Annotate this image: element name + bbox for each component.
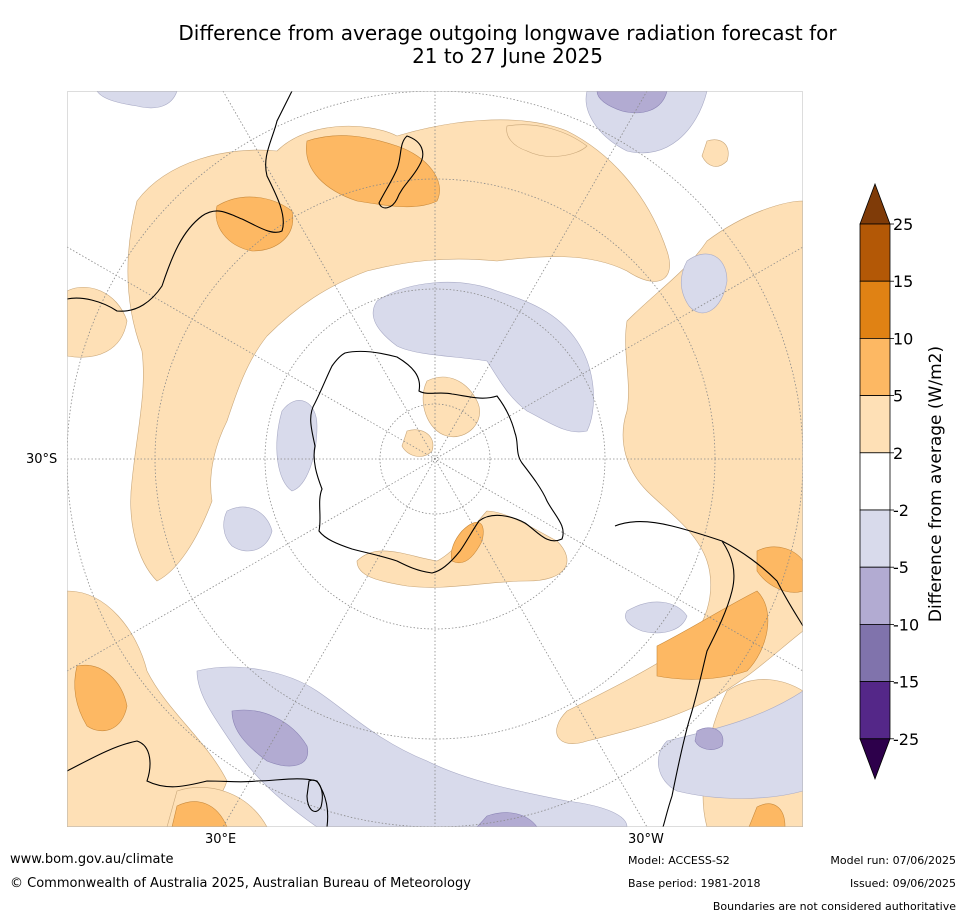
colorbar-segment — [859, 623, 891, 682]
colorbar-segment — [859, 337, 891, 396]
lon-label-30w: 30°W — [628, 832, 664, 847]
model-run-text: Model run: 07/06/2025 — [830, 854, 956, 867]
graticule — [67, 91, 803, 827]
colorbar-tick-label: 25 — [893, 215, 913, 234]
colorbar-title: Difference from average (W/m2) — [926, 345, 946, 623]
title-line-1: Difference from average outgoing longwav… — [178, 21, 837, 45]
colorbar-extend-top — [859, 182, 891, 225]
madagascar-coastline — [306, 779, 323, 812]
colorbar-canvas: 25 15 10 5 2 -2 -5 -10 -15 -25 — [859, 182, 919, 780]
colorbar-segment — [859, 509, 891, 568]
coastlines — [67, 91, 803, 827]
colorbar-segment — [859, 681, 891, 740]
model-text: Model: ACCESS-S2 — [628, 854, 730, 867]
colorbar-segment — [859, 223, 891, 282]
colorbar-tick-label: -2 — [893, 501, 909, 520]
australia-coastline — [67, 91, 293, 312]
latitude-circle-middle — [264, 288, 606, 630]
meridian-line — [67, 246, 803, 672]
colorbar-segment — [859, 566, 891, 625]
website-link[interactable]: www.bom.gov.au/climate — [10, 852, 174, 867]
polar-map[interactable] — [67, 91, 803, 827]
anomaly-negative-medium — [231, 91, 724, 827]
colorbar-extend-bottom — [859, 738, 891, 780]
lon-label-30e: 30°E — [205, 832, 237, 847]
south-america-east-coastline — [721, 540, 803, 627]
anomaly-positive-medium — [74, 135, 803, 827]
colorbar-tick-label: 5 — [893, 387, 903, 406]
colorbar-tick-label: -10 — [893, 615, 919, 634]
colorbar-tick-label: -5 — [893, 558, 909, 577]
lat-label-30s: 30°S — [26, 452, 58, 467]
colorbar-tick-label: 10 — [893, 329, 913, 348]
colorbar: 25 15 10 5 2 -2 -5 -10 -15 -25 — [850, 180, 960, 790]
base-period-text: Base period: 1981-2018 — [628, 877, 761, 890]
antarctica-coastline — [310, 350, 564, 574]
colorbar-segment — [859, 280, 891, 339]
south-america-coastline — [614, 520, 735, 827]
colorbar-tick-label: -15 — [893, 673, 919, 692]
colorbar-tick-label: 2 — [893, 444, 903, 463]
new-zealand-coastline — [378, 135, 424, 209]
map-canvas — [67, 91, 803, 827]
issued-text: Issued: 09/06/2025 — [849, 877, 956, 890]
colorbar-tick-label: -25 — [893, 730, 919, 749]
chart-title: Difference from average outgoing longwav… — [0, 22, 965, 68]
disclaimer-text: Boundaries are not considered authoritat… — [712, 900, 956, 913]
map-frame — [67, 91, 803, 827]
copyright-text: © Commonwealth of Australia 2025, Austra… — [10, 876, 471, 891]
title-line-2: 21 to 27 June 2025 — [412, 44, 603, 68]
colorbar-tick-label: 15 — [893, 272, 913, 291]
colorbar-segment — [859, 452, 891, 511]
colorbar-segment — [859, 395, 891, 454]
